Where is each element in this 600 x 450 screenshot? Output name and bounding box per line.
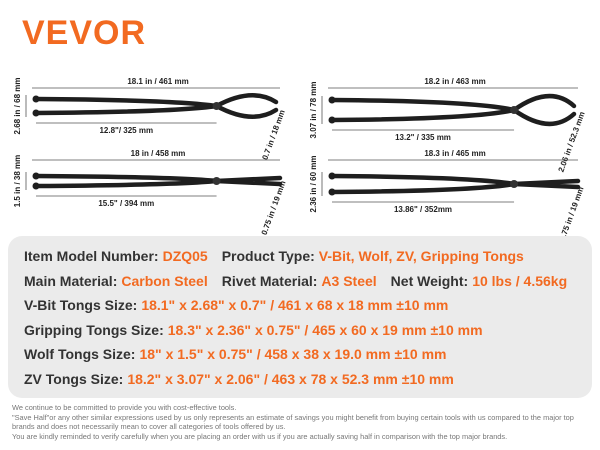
footer-line: You are kindly reminded to verify carefu… xyxy=(12,431,508,441)
spec-label: Net Weight: xyxy=(390,272,469,289)
tong-end xyxy=(328,188,336,196)
spec-item: Net Weight: 10 lbs / 4.56kg xyxy=(391,273,567,289)
tong-rivet xyxy=(212,102,221,110)
width-label: 1.5 in / 38 mm xyxy=(13,155,22,207)
jaw-label: 0.75 in / 19 mm xyxy=(260,180,288,236)
spec-row: Item Model Number: DZQ05 Product Type: V-Bi… xyxy=(24,244,576,269)
handle-label: 13.2" / 335 mm xyxy=(395,133,451,142)
tong: 18.2 in / 463 mm 3.07 in / 78 mm 13.2" / 3… xyxy=(309,77,587,173)
footer: We continue to be committed to provide y… xyxy=(12,403,592,441)
tong-jaw xyxy=(214,93,279,119)
width-label: 3.07 in / 78 mm xyxy=(309,82,318,139)
tong-rivet xyxy=(510,106,519,114)
tong-handle xyxy=(329,107,517,123)
spec-item: Main Material: Carbon Steel xyxy=(24,273,208,289)
spec-item: Rivet Material: A3 Steel xyxy=(222,273,377,289)
tongs-diagram: 18.1 in / 461 mm 2.68 in / 68 mm 12.8"/ 32… xyxy=(13,77,587,236)
spec-label: ZV Tongs Size: xyxy=(24,370,124,387)
spec-item: Item Model Number: DZQ05 xyxy=(24,248,208,264)
spec-item: Gripping Tongs Size: 18.3" x 2.36" x 0.75… xyxy=(24,322,483,338)
tong-end xyxy=(32,95,40,103)
tong-rivet xyxy=(212,177,221,185)
spec-value: 18" x 1.5" x 0.75" / 458 x 38 x 19.0 mm … xyxy=(139,346,447,363)
spec-row: Wolf Tongs Size: 18" x 1.5" x 0.75" / 458… xyxy=(24,342,576,367)
spec-item: V-Bit Tongs Size: 18.1" x 2.68" x 0.7" / … xyxy=(24,297,448,313)
tong-jaw xyxy=(511,178,581,190)
spec-row: ZV Tongs Size: 18.2" x 3.07" x 2.06" / 46… xyxy=(24,367,576,392)
jaw-label: 0.75 in / 19 mm xyxy=(558,186,586,236)
tong-end xyxy=(32,109,40,117)
tong-jaw xyxy=(214,175,283,187)
spec-item: Product Type: V-Bit, Wolf, ZV, Gripping T… xyxy=(222,248,524,264)
tong-handle xyxy=(33,173,219,184)
handle-label: 15.5" / 394 mm xyxy=(98,199,154,208)
tong-handle xyxy=(329,173,517,187)
spec-row: Main Material: Carbon Steel Rivet Material… xyxy=(24,269,576,294)
spec-value: 18.1" x 2.68" x 0.7" / 461 x 68 x 18 mm … xyxy=(141,297,449,314)
tong-end xyxy=(328,96,336,104)
tong-end xyxy=(32,172,40,180)
tong-handle xyxy=(33,96,219,109)
tong-rivet xyxy=(510,180,519,188)
spec-value: DZQ05 xyxy=(162,248,208,265)
spec-item: Wolf Tongs Size: 18" x 1.5" x 0.75" / 458… xyxy=(24,346,447,362)
spec-value: A3 Steel xyxy=(321,272,377,289)
spec-panel: Item Model Number: DZQ05 Product Type: V-Bi… xyxy=(8,236,592,398)
spec-item: ZV Tongs Size: 18.2" x 3.07" x 2.06" / 46… xyxy=(24,371,454,387)
footer-line: We continue to be committed to provide y… xyxy=(12,403,237,412)
tong-handle xyxy=(33,103,219,116)
spec-value: 18.2" x 3.07" x 2.06" / 463 x 78 x 52.3 … xyxy=(127,370,454,387)
tong: 18.3 in / 465 mm 2.36 in / 60 mm 13.86" / … xyxy=(309,149,585,236)
spec-label: Item Model Number: xyxy=(24,248,159,265)
spec-label: Product Type: xyxy=(221,248,315,265)
width-label: 2.68 in / 68 mm xyxy=(13,78,22,135)
spec-label: Main Material: xyxy=(24,272,118,289)
tong-handle xyxy=(33,178,219,189)
tong-end xyxy=(32,182,40,190)
tong-handle xyxy=(329,97,517,113)
handle-label: 13.86" / 352mm xyxy=(394,205,452,214)
width-label: 2.36 in / 60 mm xyxy=(309,156,318,213)
spec-value: V-Bit, Wolf, ZV, Gripping Tongs xyxy=(318,248,524,265)
length-label: 18.1 in / 461 mm xyxy=(127,77,188,86)
brand-logo: VEVOR xyxy=(22,14,147,52)
tong-jaw xyxy=(511,93,577,127)
spec-value: Carbon Steel xyxy=(121,272,208,289)
tong: 18 in / 458 mm 1.5 in / 38 mm 15.5" / 394 … xyxy=(13,149,287,236)
tong-end xyxy=(328,116,336,124)
spec-row: Gripping Tongs Size: 18.3" x 2.36" x 0.75… xyxy=(24,318,576,343)
spec-label: Wolf Tongs Size: xyxy=(24,346,136,363)
spec-value: 10 lbs / 4.56kg xyxy=(472,272,568,289)
spec-label: Rivet Material: xyxy=(221,272,318,289)
length-label: 18 in / 458 mm xyxy=(131,149,186,158)
spec-row: V-Bit Tongs Size: 18.1" x 2.68" x 0.7" / … xyxy=(24,293,576,318)
spec-label: Gripping Tongs Size: xyxy=(24,321,164,338)
handle-label: 12.8"/ 325 mm xyxy=(99,126,153,135)
spec-label: V-Bit Tongs Size: xyxy=(24,297,138,314)
length-label: 18.3 in / 465 mm xyxy=(424,149,485,158)
footer-line: "Save Half"or any other similar expressi… xyxy=(12,412,574,432)
length-label: 18.2 in / 463 mm xyxy=(424,77,485,86)
tong-handle xyxy=(329,181,517,195)
tong-end xyxy=(328,172,336,180)
spec-value: 18.3" x 2.36" x 0.75" / 465 x 60 x 19 mm… xyxy=(167,321,483,338)
